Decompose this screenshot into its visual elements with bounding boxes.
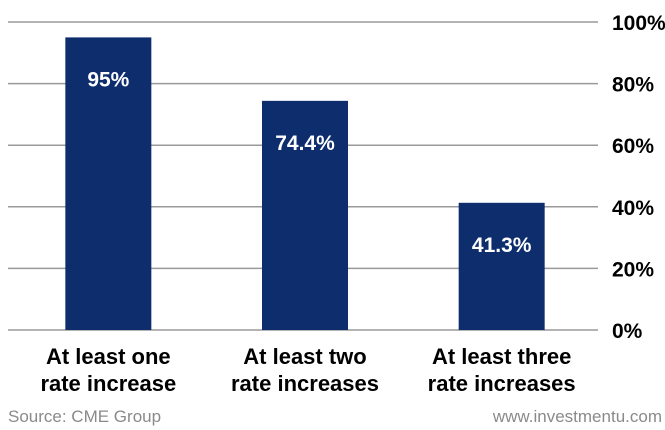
data-label: 95%	[87, 68, 129, 91]
source-note: Source: CME Group	[8, 407, 161, 426]
y-tick-label: 20%	[612, 258, 654, 281]
y-axis-ticks: 0% 20% 40% 60% 80% 100%	[612, 12, 665, 343]
bar	[262, 100, 348, 331]
y-tick-label: 60%	[612, 135, 654, 158]
data-label: 41.3%	[472, 234, 532, 257]
bar	[458, 202, 545, 330]
x-category-label: At least three rate increases	[428, 344, 576, 396]
data-label: 74.4%	[275, 132, 335, 155]
y-tick-label: 80%	[612, 74, 654, 97]
x-category-label: At least one rate increase	[40, 344, 176, 396]
site-url: www.investmentu.com	[492, 407, 662, 426]
x-axis-categories: At least one rate increase At least two rat…	[40, 344, 575, 396]
x-category-label: At least two rate increases	[231, 344, 379, 396]
y-tick-label: 100%	[612, 12, 665, 35]
y-tick-label: 0%	[612, 320, 643, 343]
bar	[65, 37, 152, 331]
y-tick-label: 40%	[612, 197, 654, 220]
bars: 95% 74.4% 41.3%	[65, 37, 545, 331]
